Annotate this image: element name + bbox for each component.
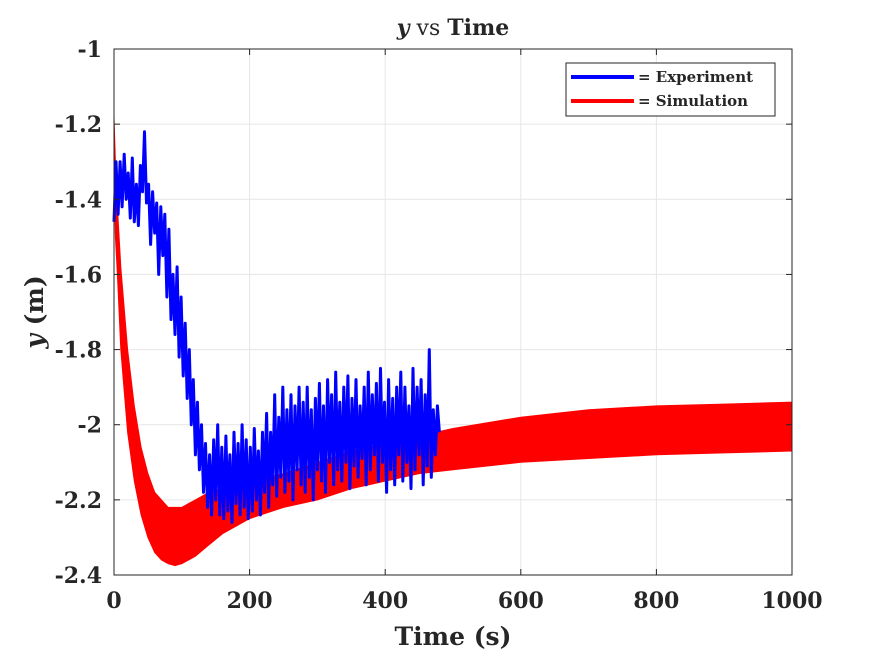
y-axis-variable: y [20,333,49,350]
y-tick-label: -1 [78,37,102,63]
legend: = Experiment = Simulation [565,62,776,117]
x-tick-label: 200 [227,588,273,614]
legend-label-experiment: = Experiment [638,68,753,86]
legend-box [565,62,776,117]
y-tick-label: -1.2 [55,112,102,138]
series-experiment [112,130,441,524]
legend-label-simulation: = Simulation [638,92,748,110]
tick-marks [113,48,793,576]
x-tick-label: 0 [106,588,121,614]
chart-title: y vs Time [396,15,510,41]
y-tick-label: -2.4 [55,563,102,589]
x-tick-label: 400 [362,588,408,614]
x-tick-label: 600 [498,588,544,614]
y-axis-unit: (m) [20,275,49,334]
title-vs: vs [410,16,448,41]
title-word: Time [447,15,509,41]
y-tick-label: -1.4 [55,187,102,213]
y-tick-label: -2 [78,413,102,439]
x-tick-label: 800 [633,588,679,614]
x-axis-label: Time (s) [395,622,512,651]
y-tick-label: -1.6 [55,262,102,288]
y-axis-label: y (m) [20,275,49,349]
tick-labels: 0 200 400 600 800 1000 -2.4 -2.2 -2 -1.8 -1.6 -1.4 -… [55,37,823,614]
x-tick-label: 1000 [761,588,822,614]
title-variable: y [396,15,412,41]
y-tick-label: -2.2 [55,488,102,514]
axes-box [113,48,793,576]
y-tick-label: -1.8 [55,338,102,364]
